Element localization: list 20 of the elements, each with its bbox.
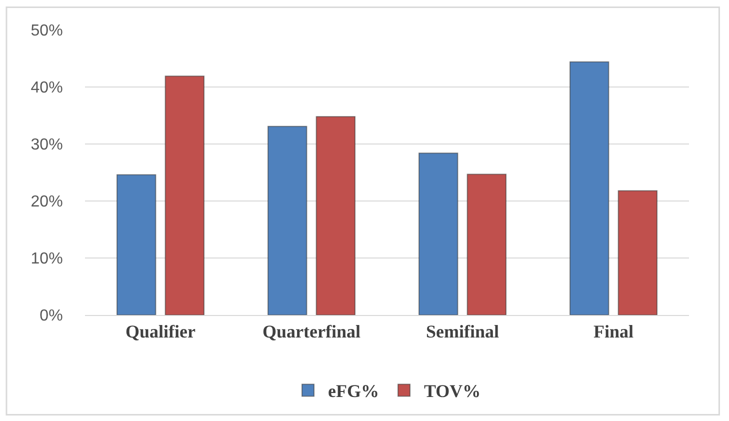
y-tick-label: 0%: [40, 308, 63, 325]
x-tick-label: Semifinal: [426, 322, 500, 342]
bar: [268, 126, 308, 315]
bar: [418, 152, 458, 315]
bar: [164, 76, 204, 315]
x-tick-label: Qualifier: [126, 322, 196, 342]
bar: [618, 190, 658, 315]
x-tick-label: Final: [593, 322, 634, 342]
bar: [316, 116, 356, 315]
y-tick-label: 10%: [30, 250, 63, 268]
legend-label: TOV%: [424, 381, 481, 402]
y-tick-label: 30%: [30, 136, 63, 154]
x-tick-label: Quarterfinal: [262, 322, 360, 342]
y-tick-label: 20%: [30, 194, 63, 211]
bar: [116, 174, 156, 315]
legend-label: eFG%: [328, 381, 379, 402]
y-tick-label: 40%: [30, 80, 63, 97]
bar: [466, 174, 506, 315]
bar: [570, 61, 610, 315]
y-tick-label: 50%: [30, 22, 63, 40]
